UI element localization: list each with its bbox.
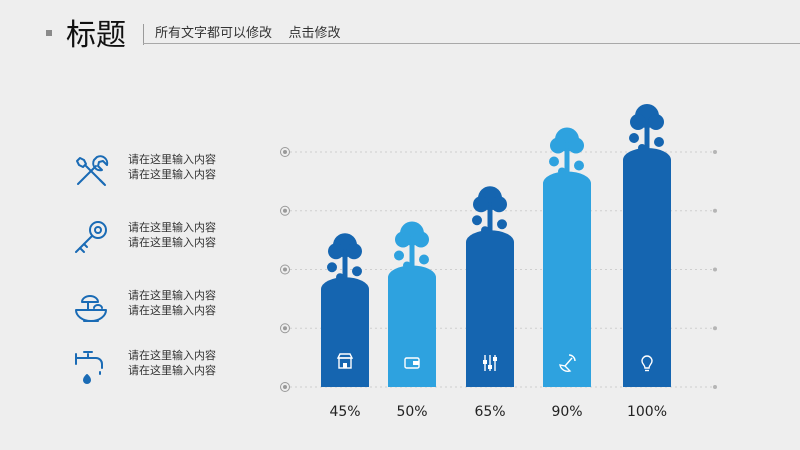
bar-group: 65% xyxy=(466,186,514,420)
gridline-marker-left-dot xyxy=(283,150,287,154)
gridline-marker-right xyxy=(713,385,717,389)
feature-text: 请在这里输入内容 请在这里输入内容 xyxy=(128,152,216,182)
header-square-marker xyxy=(46,30,52,36)
tree-trunk xyxy=(644,126,650,156)
tree-branch xyxy=(472,215,482,226)
feature-line-2: 请在这里输入内容 xyxy=(128,168,216,181)
gridline-marker-right xyxy=(713,208,717,213)
tree-trunk xyxy=(564,149,570,180)
feature-line-1: 请在这里输入内容 xyxy=(128,221,216,234)
equalizer-icon xyxy=(483,355,497,371)
tree-trunk xyxy=(342,255,348,286)
wallet-clasp xyxy=(413,361,419,365)
page-title: 标题 xyxy=(66,18,126,53)
bar xyxy=(466,230,514,387)
gridline-marker-left-dot xyxy=(283,267,287,272)
feature-line-1: 请在这里输入内容 xyxy=(128,153,216,166)
page-subtitle: 所有文字都可以修改 点击修改 xyxy=(155,26,341,41)
gridline-marker-right xyxy=(713,267,717,272)
tree-branch xyxy=(549,156,559,167)
shop-icon xyxy=(336,353,354,369)
bar-group: 45% xyxy=(321,233,369,420)
bar-group: 100% xyxy=(623,104,671,420)
gridline-marker-left-dot xyxy=(283,385,287,389)
feature-item-tools: 请在这里输入内容 请在这里输入内容 xyxy=(70,148,270,198)
tree-crown xyxy=(630,114,646,130)
satellite-dish xyxy=(559,364,572,372)
lightbulb-icon xyxy=(641,355,653,372)
tree-icon xyxy=(472,186,507,239)
tree-branch xyxy=(419,254,429,265)
bar xyxy=(543,171,591,387)
tree-branch xyxy=(574,160,584,171)
tree-branch xyxy=(629,133,639,143)
satellite-icon xyxy=(559,354,576,372)
satellite-wave xyxy=(568,354,576,362)
shop-door xyxy=(343,363,347,368)
equalizer-knob xyxy=(483,360,487,364)
tree-icon xyxy=(394,221,429,274)
tree-branch xyxy=(394,250,404,261)
bars: 45% 50% 65% 90% 100% xyxy=(321,104,671,420)
feature-line-2: 请在这里输入内容 xyxy=(128,364,216,377)
tree-crown xyxy=(473,196,489,213)
feature-line-1: 请在这里输入内容 xyxy=(128,289,216,302)
gridline-marker-right xyxy=(713,326,717,331)
tree-crown xyxy=(413,231,429,248)
tree-icon xyxy=(327,233,362,286)
value-label: 65% xyxy=(474,404,505,420)
equalizer-knob xyxy=(488,365,492,369)
bar xyxy=(623,148,671,387)
feature-line-2: 请在这里输入内容 xyxy=(128,304,216,317)
tools-icon xyxy=(70,150,112,192)
tree-branch xyxy=(654,137,664,147)
feature-item-faucet: 请在这里输入内容 请在这里输入内容 xyxy=(70,344,270,394)
header-rule xyxy=(143,43,800,44)
satellite-arm xyxy=(564,357,573,367)
mushroom-bowl-icon xyxy=(70,286,112,328)
tree-crown xyxy=(568,137,584,154)
value-label: 45% xyxy=(329,404,360,420)
tree-crown xyxy=(328,243,344,260)
tree-trunk xyxy=(487,208,493,239)
wallet-icon xyxy=(404,357,420,369)
faucet-icon xyxy=(70,346,112,388)
bar-group: 90% xyxy=(543,127,591,420)
equalizer-knob xyxy=(493,357,497,361)
value-label: 100% xyxy=(627,404,667,420)
value-label: 90% xyxy=(551,404,582,420)
bar xyxy=(388,265,436,387)
feature-item-key: 请在这里输入内容 请在这里输入内容 xyxy=(70,216,270,266)
tree-crown xyxy=(395,231,411,248)
tree-crown xyxy=(550,137,566,154)
key-icon xyxy=(70,218,112,260)
feature-item-mushroom: 请在这里输入内容 请在这里输入内容 xyxy=(70,284,270,334)
feature-text: 请在这里输入内容 请在这里输入内容 xyxy=(128,220,216,250)
tree-trunk xyxy=(409,243,415,274)
feature-line-1: 请在这里输入内容 xyxy=(128,349,216,362)
value-label: 50% xyxy=(396,404,427,420)
tree-crown xyxy=(648,114,664,130)
tree-crown xyxy=(346,243,362,260)
feature-text: 请在这里输入内容 请在这里输入内容 xyxy=(128,288,216,318)
gridline-marker-right xyxy=(713,150,717,154)
feature-text: 请在这里输入内容 请在这里输入内容 xyxy=(128,348,216,378)
tree-branch xyxy=(497,219,507,230)
shop-roof xyxy=(336,353,354,359)
bar xyxy=(321,277,369,387)
tree-branch xyxy=(327,262,337,273)
gridline-marker-left-dot xyxy=(283,326,287,331)
tree-crown xyxy=(491,196,507,213)
gridline-marker-left-dot xyxy=(283,208,287,213)
tree-branch xyxy=(352,266,362,277)
bar-group: 50% xyxy=(388,221,436,420)
feature-line-2: 请在这里输入内容 xyxy=(128,236,216,249)
lightbulb-glass xyxy=(641,355,653,369)
header-divider xyxy=(143,24,144,45)
